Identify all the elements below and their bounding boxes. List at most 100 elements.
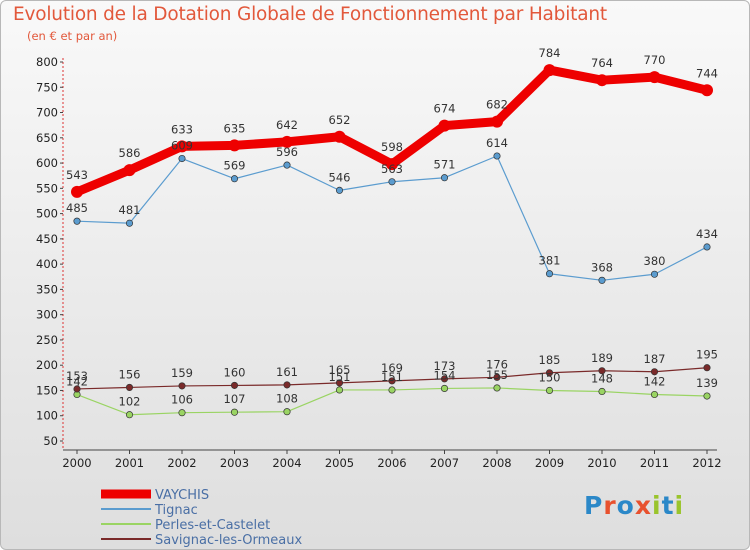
data-label-savignac-les-ormeaux: 169 bbox=[381, 361, 403, 375]
proxiti-logo: Proxiti bbox=[584, 491, 684, 520]
data-point-vaychis bbox=[648, 71, 661, 84]
data-point-perles-et-castelet bbox=[388, 386, 396, 394]
data-point-savignac-les-ormeaux bbox=[178, 382, 186, 390]
data-point-savignac-les-ormeaux bbox=[388, 377, 396, 385]
data-label-savignac-les-ormeaux: 153 bbox=[66, 369, 88, 383]
legend-label-savignac-les-ormeaux: Savignac-les-Ormeaux bbox=[155, 533, 302, 548]
data-label-vaychis: 543 bbox=[66, 168, 88, 182]
data-point-perles-et-castelet bbox=[335, 386, 344, 394]
x-tick-label: 2002 bbox=[167, 456, 196, 470]
y-tick-label: 100 bbox=[36, 409, 58, 423]
data-point-tignac bbox=[493, 152, 501, 160]
data-label-savignac-les-ormeaux: 176 bbox=[486, 357, 508, 371]
y-tick-label: 700 bbox=[36, 106, 58, 120]
x-tick-label: 2004 bbox=[272, 456, 301, 470]
data-label-savignac-les-ormeaux: 161 bbox=[276, 365, 298, 379]
data-label-tignac: 546 bbox=[329, 170, 351, 184]
data-label-savignac-les-ormeaux: 165 bbox=[329, 363, 351, 377]
data-point-perles-et-castelet bbox=[493, 384, 501, 392]
data-point-tignac bbox=[703, 243, 711, 251]
data-label-tignac: 609 bbox=[171, 139, 193, 153]
x-tick-label: 2005 bbox=[325, 456, 354, 470]
chart-title: Evolution de la Dotation Globale de Fonc… bbox=[13, 4, 607, 25]
data-point-tignac bbox=[650, 270, 659, 278]
x-tick-label: 2011 bbox=[640, 456, 669, 470]
data-label-tignac: 485 bbox=[66, 201, 88, 215]
data-label-perles-et-castelet: 139 bbox=[696, 376, 718, 390]
data-point-savignac-les-ormeaux bbox=[335, 379, 344, 387]
x-tick-label: 2010 bbox=[587, 456, 616, 470]
data-point-tignac bbox=[178, 154, 186, 163]
y-tick-label: 150 bbox=[36, 383, 58, 397]
x-tick-label: 2001 bbox=[115, 456, 144, 470]
data-point-perles-et-castelet bbox=[545, 386, 554, 395]
y-tick-label: 200 bbox=[36, 358, 58, 372]
legend-label-perles-et-castelet: Perles-et-Castelet bbox=[155, 518, 270, 533]
data-label-vaychis: 633 bbox=[171, 122, 193, 136]
x-tick-label: 2007 bbox=[430, 456, 459, 470]
data-label-savignac-les-ormeaux: 159 bbox=[171, 366, 193, 380]
data-point-perles-et-castelet bbox=[178, 409, 186, 417]
data-label-tignac: 368 bbox=[591, 260, 613, 274]
data-point-vaychis bbox=[333, 130, 346, 143]
x-tick-label: 2008 bbox=[482, 456, 511, 470]
data-point-tignac bbox=[440, 174, 449, 182]
data-label-perles-et-castelet: 151 bbox=[381, 370, 403, 384]
data-point-tignac bbox=[230, 175, 239, 183]
y-tick-label: 450 bbox=[36, 232, 58, 246]
data-point-savignac-les-ormeaux bbox=[283, 381, 291, 389]
data-label-tignac: 434 bbox=[696, 227, 718, 241]
data-label-vaychis: 598 bbox=[381, 140, 403, 154]
data-point-vaychis bbox=[71, 185, 83, 198]
data-point-tignac bbox=[545, 270, 554, 278]
data-point-vaychis bbox=[701, 84, 713, 97]
data-label-vaychis: 674 bbox=[434, 102, 456, 116]
data-point-vaychis bbox=[176, 140, 188, 153]
data-point-vaychis bbox=[438, 119, 451, 132]
data-label-vaychis: 586 bbox=[119, 146, 141, 160]
data-label-vaychis: 764 bbox=[591, 56, 613, 70]
data-label-tignac: 381 bbox=[539, 254, 561, 268]
y-tick-label: 350 bbox=[36, 282, 58, 296]
x-tick-label: 2012 bbox=[692, 456, 721, 470]
data-label-perles-et-castelet: 150 bbox=[539, 370, 561, 384]
data-point-tignac bbox=[598, 276, 606, 284]
y-tick-label: 250 bbox=[36, 333, 58, 347]
data-point-savignac-les-ormeaux bbox=[598, 367, 606, 375]
data-point-savignac-les-ormeaux bbox=[703, 364, 711, 372]
data-label-perles-et-castelet: 154 bbox=[434, 368, 456, 382]
data-point-vaychis bbox=[543, 64, 556, 77]
data-label-tignac: 614 bbox=[486, 136, 508, 150]
data-label-vaychis: 784 bbox=[539, 46, 561, 60]
data-point-savignac-les-ormeaux bbox=[125, 383, 134, 391]
data-label-vaychis: 744 bbox=[696, 66, 718, 80]
data-label-perles-et-castelet: 155 bbox=[486, 368, 508, 382]
data-label-tignac: 481 bbox=[119, 203, 141, 217]
y-tick-label: 400 bbox=[36, 257, 58, 271]
data-label-vaychis: 642 bbox=[276, 118, 298, 132]
data-label-savignac-les-ormeaux: 156 bbox=[119, 367, 141, 381]
data-point-vaychis bbox=[123, 164, 136, 177]
data-label-tignac: 596 bbox=[276, 145, 298, 159]
data-point-vaychis bbox=[228, 139, 241, 152]
data-point-perles-et-castelet bbox=[125, 411, 134, 419]
logo-letter: r bbox=[603, 491, 617, 520]
data-label-savignac-les-ormeaux: 160 bbox=[224, 365, 246, 379]
data-point-savignac-les-ormeaux bbox=[73, 385, 81, 393]
y-tick-label: 600 bbox=[36, 156, 58, 170]
data-label-savignac-les-ormeaux: 173 bbox=[434, 359, 456, 373]
data-point-perles-et-castelet bbox=[703, 392, 711, 400]
legend-label-vaychis: VAYCHIS bbox=[155, 488, 209, 503]
logo-letter: o bbox=[616, 491, 635, 520]
data-point-vaychis bbox=[596, 74, 608, 87]
data-label-tignac: 571 bbox=[434, 158, 456, 172]
x-tick-label: 2003 bbox=[220, 456, 249, 470]
data-point-savignac-les-ormeaux bbox=[493, 373, 501, 381]
logo-letter: i bbox=[652, 491, 662, 520]
data-label-vaychis: 682 bbox=[486, 98, 508, 112]
data-label-perles-et-castelet: 102 bbox=[119, 395, 141, 409]
y-tick-label: 800 bbox=[36, 55, 58, 69]
data-point-tignac bbox=[73, 217, 81, 225]
logo-letter: x bbox=[634, 491, 652, 520]
